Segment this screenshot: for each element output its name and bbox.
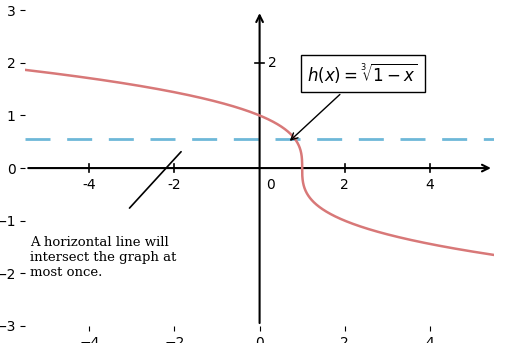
Text: 4: 4 xyxy=(426,178,434,191)
Text: 2: 2 xyxy=(268,56,277,70)
Text: -4: -4 xyxy=(82,178,96,191)
Text: A horizontal line will
intersect the graph at
most once.: A horizontal line will intersect the gra… xyxy=(30,236,176,280)
Text: 0: 0 xyxy=(266,178,275,191)
Text: 2: 2 xyxy=(341,178,349,191)
Text: -2: -2 xyxy=(167,178,181,191)
Text: $h(x) = \sqrt[3]{1-x}$: $h(x) = \sqrt[3]{1-x}$ xyxy=(291,61,418,140)
